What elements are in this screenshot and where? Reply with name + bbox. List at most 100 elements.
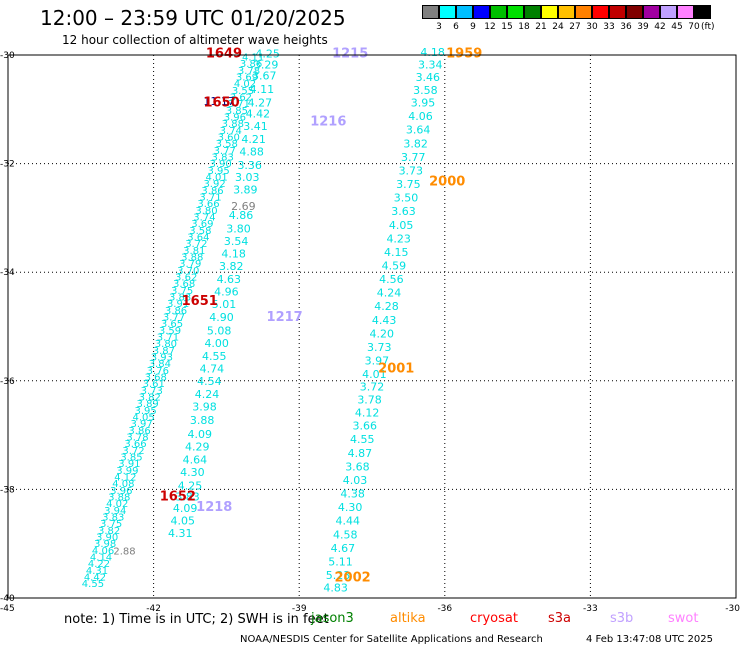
swh-value: 4.24	[377, 287, 402, 300]
swh-value: 4.21	[241, 133, 266, 146]
swh-value: 3.95	[411, 97, 436, 110]
swh-value: 4.24	[195, 388, 220, 401]
swh-value: 4.02	[234, 79, 256, 90]
color-scale-label: 42	[654, 22, 666, 32]
swh-value: 3.99	[116, 466, 138, 477]
pass-time-label: 1218	[196, 500, 232, 515]
swh-value: 3.67	[252, 69, 277, 82]
swh-value: 3.60	[218, 132, 240, 143]
swh-value: 3.03	[235, 171, 260, 184]
lat-tick-label: -30	[0, 51, 15, 61]
swh-value: 3.95	[207, 166, 229, 177]
swh-value: 5.23	[326, 569, 351, 582]
swh-value: 3.65	[161, 319, 183, 330]
swh-value: 4.42	[84, 572, 106, 583]
color-scale-swatch	[643, 5, 660, 19]
map-title: 12:00 – 23:59 UTC 01/20/2025	[40, 6, 346, 30]
swh-value: 4.12	[355, 407, 380, 420]
color-scale-swatch	[558, 5, 575, 19]
swh-value: 4.06	[92, 546, 114, 557]
swh-value: 4.55	[82, 579, 104, 590]
color-scale-label: 6	[453, 22, 459, 32]
swh-value: 3.58	[189, 226, 211, 237]
color-scale-label: 45	[671, 22, 683, 32]
color-scale-label: 12	[484, 22, 496, 32]
swh-value: 3.83	[175, 490, 200, 503]
swh-value: 4.25	[255, 48, 280, 61]
swh-value: 4.05	[132, 412, 154, 423]
swh-value: 3.63	[391, 205, 416, 218]
swh-value: 3.66	[124, 439, 146, 450]
swh-value: 3.97	[365, 355, 390, 368]
swh-value: 3.82	[403, 137, 428, 150]
swh-value: 4.18	[420, 46, 445, 59]
swh-value: 3.58	[216, 139, 238, 150]
pass-time-label: 1959	[446, 47, 482, 62]
color-scale-swatch	[541, 5, 558, 19]
swh-value: 5.11	[328, 555, 353, 568]
footer-credit: NOAA/NESDIS Center for Satellite Applica…	[240, 634, 543, 645]
color-scale-swatch	[439, 5, 456, 19]
swh-value: 4.15	[384, 246, 409, 259]
swh-value: 3.73	[367, 341, 392, 354]
pass-time-label: 1651	[182, 294, 218, 309]
swh-value: 3.74	[193, 212, 215, 223]
units-note: note: 1) Time is in UTC; 2) SWH is in fe…	[64, 612, 329, 627]
swh-value: 3.55	[232, 86, 254, 97]
lon-tick-label: -30	[725, 604, 740, 614]
swh-value: 3.75	[100, 519, 122, 530]
swh-value: 3.87	[153, 346, 175, 357]
swh-value: 4.56	[379, 273, 404, 286]
swh-value: 4.54	[197, 375, 222, 388]
legend-swot: swot	[668, 611, 699, 626]
swh-value: 4.18	[221, 248, 246, 261]
swh-value: 3.61	[143, 379, 165, 390]
swh-value: 4.74	[200, 363, 225, 376]
map-frame	[7, 54, 737, 599]
swh-value: 3.93	[151, 352, 173, 363]
lon-tick-label: -33	[583, 604, 598, 614]
swh-value: 5.08	[207, 325, 232, 338]
swh-value: 3.73	[399, 164, 424, 177]
swh-value: 4.08	[112, 479, 134, 490]
swh-value: 3.90	[96, 532, 118, 543]
swh-value: 3.74	[220, 126, 242, 137]
color-scale-label: 39	[637, 22, 649, 32]
swh-value: 3.78	[238, 66, 260, 77]
swh-value: 3.83	[169, 292, 191, 303]
color-scale-swatch	[507, 5, 524, 19]
lat-tick-label: -40	[0, 594, 15, 604]
swh-value: 4.67	[331, 542, 356, 555]
swh-value: 4.83	[323, 581, 348, 594]
swh-value: 4.58	[333, 528, 358, 541]
swh-value: 3.91	[118, 459, 140, 470]
swh-value: 4.20	[369, 327, 394, 340]
lon-tick-label: -45	[0, 604, 15, 614]
swh-value: 3.82	[98, 526, 120, 537]
swh-value: 3.84	[149, 359, 171, 370]
color-scale-swatch	[660, 5, 677, 19]
swh-value: 3.77	[163, 312, 185, 323]
swh-value: 3.50	[394, 192, 419, 205]
swh-value: 3.36	[237, 159, 262, 172]
swh-value: 3.78	[357, 394, 382, 407]
swh-value: 4.03	[343, 474, 368, 487]
swh-value: 3.70	[177, 266, 199, 277]
swh-value: 3.59	[159, 326, 181, 337]
swh-value: 3.89	[137, 399, 159, 410]
pass-time-label: 1652	[160, 489, 196, 504]
swh-value: 3.85	[120, 452, 142, 463]
swh-value: 5.01	[212, 298, 237, 311]
swh-value: 3.75	[396, 178, 421, 191]
lon-tick-label: -42	[146, 604, 161, 614]
swh-value-low: 2.88	[113, 547, 135, 558]
swh-value: 4.55	[350, 433, 375, 446]
swh-value: 3.85	[226, 106, 248, 117]
color-scale-label: 70	[688, 22, 700, 32]
swh-value: 3.88	[181, 252, 203, 263]
swh-value: 3.89	[233, 183, 258, 196]
swh-value: 3.76	[147, 366, 169, 377]
color-scale-swatch	[473, 5, 490, 19]
swh-value: 3.62	[230, 92, 252, 103]
